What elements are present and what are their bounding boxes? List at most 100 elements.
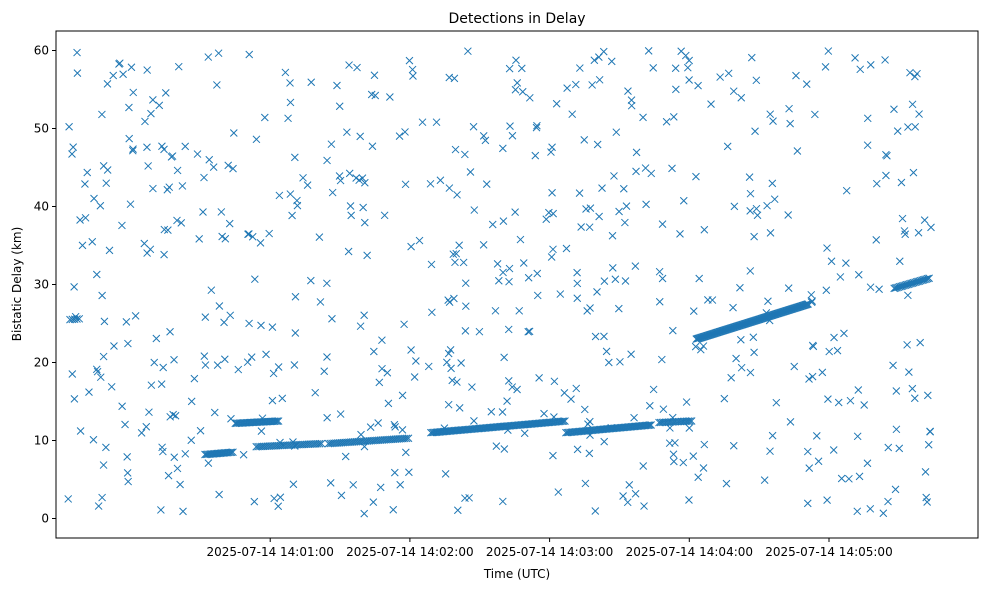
detection-marker — [786, 119, 795, 128]
detection-marker — [916, 276, 925, 285]
detection-marker — [333, 81, 341, 90]
detection-marker — [729, 441, 738, 450]
detection-marker — [824, 395, 832, 403]
detection-marker — [92, 365, 101, 374]
detection-marker — [234, 365, 243, 374]
detection-marker — [407, 242, 415, 251]
detection-marker — [218, 232, 227, 241]
detection-marker — [395, 132, 404, 140]
detection-marker — [68, 370, 77, 378]
detection-marker — [76, 427, 85, 435]
detection-marker — [548, 143, 556, 152]
detection-marker — [607, 57, 616, 66]
detection-marker — [580, 136, 589, 144]
detection-marker — [533, 121, 541, 130]
detection-marker — [916, 338, 925, 347]
detection-marker — [631, 262, 640, 270]
detection-marker — [187, 436, 196, 445]
detection-marker — [220, 355, 229, 364]
detection-marker — [700, 225, 709, 234]
detection-marker — [790, 362, 799, 371]
detection-marker — [199, 208, 207, 216]
detection-marker — [752, 204, 761, 213]
detection-marker — [750, 232, 758, 241]
detection-marker — [745, 173, 754, 181]
detection-marker — [863, 114, 872, 123]
detection-marker — [586, 431, 594, 439]
detection-marker — [323, 413, 331, 422]
detection-marker — [389, 505, 398, 514]
detection-marker — [517, 64, 526, 73]
detection-marker — [453, 190, 461, 199]
detection-marker — [749, 333, 758, 342]
detection-marker — [503, 426, 512, 434]
detection-marker — [575, 189, 584, 197]
detection-marker — [720, 394, 729, 403]
detection-marker — [829, 446, 838, 454]
detection-marker — [607, 424, 616, 432]
detection-marker — [327, 140, 336, 149]
detection-marker — [910, 394, 919, 403]
y-tick-label: 40 — [34, 200, 49, 214]
detection-marker — [210, 408, 219, 417]
detection-marker — [227, 448, 236, 457]
detection-marker — [369, 347, 378, 356]
detection-marker — [455, 241, 464, 250]
detection-marker — [909, 278, 918, 287]
detection-marker — [356, 322, 365, 331]
detection-marker — [290, 442, 299, 450]
detection-marker — [863, 141, 872, 150]
detection-marker — [286, 190, 295, 198]
detection-marker — [398, 391, 407, 400]
detection-marker — [905, 280, 914, 288]
detection-marker — [121, 420, 129, 429]
detection-marker — [624, 87, 632, 95]
detection-marker — [353, 63, 361, 72]
detection-marker — [583, 307, 592, 315]
detection-marker — [923, 274, 932, 283]
detection-marker — [93, 367, 102, 376]
detection-marker — [401, 128, 409, 136]
detection-marker — [676, 230, 684, 238]
detection-marker — [451, 258, 459, 267]
detection-marker — [519, 259, 528, 267]
detection-marker — [390, 468, 399, 477]
detection-marker — [623, 498, 632, 507]
detection-marker — [508, 383, 517, 391]
detection-marker — [914, 277, 922, 286]
detection-marker — [923, 391, 932, 400]
detection-marker — [215, 302, 224, 310]
detection-marker — [760, 476, 769, 484]
detection-marker — [649, 385, 658, 394]
detection-marker — [863, 459, 872, 468]
detection-marker — [140, 239, 149, 248]
detection-marker — [685, 76, 693, 84]
detection-marker — [96, 201, 105, 210]
detection-marker — [644, 46, 653, 55]
detection-marker — [400, 320, 408, 329]
detection-marker — [666, 424, 674, 432]
detection-marker — [581, 479, 590, 488]
detection-marker — [679, 458, 688, 467]
detection-marker — [895, 282, 904, 291]
detection-marker — [915, 110, 923, 118]
detection-marker — [765, 316, 774, 325]
detection-marker — [220, 318, 228, 327]
detection-marker — [269, 369, 278, 378]
detection-marker — [357, 430, 365, 439]
detection-marker — [504, 376, 513, 385]
detection-marker — [274, 363, 283, 371]
detection-marker — [349, 480, 358, 489]
detection-marker — [143, 66, 152, 74]
detection-marker — [814, 457, 823, 466]
detection-marker — [143, 143, 151, 152]
detection-marker — [571, 80, 580, 89]
detection-marker — [752, 76, 761, 85]
detection-marker — [459, 258, 468, 267]
detection-marker — [547, 253, 556, 261]
detection-marker — [488, 220, 497, 229]
detection-marker — [689, 452, 698, 461]
detection-marker — [897, 282, 906, 291]
detection-marker — [328, 188, 337, 197]
detection-marker — [176, 480, 184, 489]
